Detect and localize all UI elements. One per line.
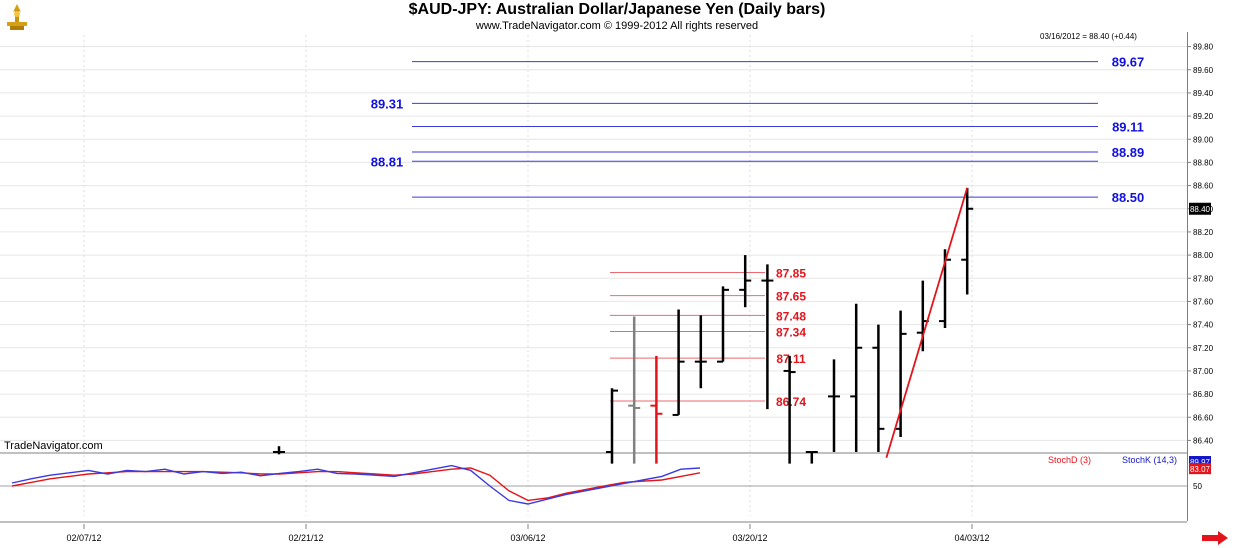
date-tick-label: 03/20/12 [732, 533, 767, 543]
fib-level-red-label: 87.48 [776, 309, 806, 323]
price-tick-label: 86.40 [1193, 436, 1214, 445]
scroll-right-arrow-icon[interactable] [1200, 530, 1230, 546]
stoch-k-value-tag [1189, 456, 1211, 468]
plot-frame [0, 32, 1188, 521]
price-tick-label: 87.00 [1193, 367, 1214, 376]
price-tick-label: 86.60 [1193, 413, 1214, 422]
price-tick-label: 89.00 [1193, 135, 1214, 144]
price-tick-label: 87.20 [1193, 344, 1214, 353]
fib-level-blue-label: 89.11 [1112, 120, 1144, 135]
trend-line [885, 187, 969, 459]
watermark: TradeNavigator.com [4, 440, 103, 452]
osc-tick-label: 50 [1193, 482, 1202, 491]
fib-level-blue-label: 88.89 [1112, 145, 1145, 160]
price-tick-label: 89.20 [1193, 112, 1214, 121]
price-tick-label: 88.60 [1193, 182, 1214, 191]
fib-level-blue-label: 89.31 [371, 96, 404, 111]
date-tick-label: 03/06/12 [510, 533, 545, 543]
current-price-label: 88.40 [1190, 205, 1211, 214]
stoch-d-value-label: 83.07 [1190, 465, 1211, 474]
current-price-tag [1189, 202, 1211, 215]
legend-stoch-k: StochK (14,3) [1122, 455, 1178, 465]
date-tick-label: 02/21/12 [288, 533, 323, 543]
fib-level-blue-label: 88.81 [371, 154, 404, 169]
price-tick-label: 87.60 [1193, 297, 1214, 306]
price-tick-label: 87.80 [1193, 274, 1214, 283]
price-tick-label: 88.00 [1193, 251, 1214, 260]
price-tick-label: 89.80 [1193, 43, 1214, 52]
price-tick-label: 89.60 [1193, 66, 1214, 75]
date-tick-label: 02/07/12 [66, 533, 101, 543]
fib-level-red-label: 86.74 [776, 395, 806, 409]
last-value-label: 03/16/2012 = 88.40 (+0.44) [1040, 32, 1137, 41]
trade-navigator-logo-icon [7, 4, 27, 30]
legend-stoch-d: StochD (3) [1048, 455, 1092, 465]
fib-level-red-label: 87.34 [776, 326, 806, 340]
stoch-d-value-tag [1189, 463, 1211, 475]
fib-level-red-label: 87.11 [776, 352, 806, 366]
price-tick-label: 88.80 [1193, 158, 1214, 167]
stoch-d-line [11, 467, 701, 502]
price-tick-label: 86.80 [1193, 390, 1214, 399]
fib-level-blue-label: 89.67 [1112, 55, 1145, 70]
stoch-k-value-label: 89.97 [1190, 458, 1211, 467]
stoch-k-line [11, 464, 701, 505]
chart-subtitle: www.TradeNavigator.com © 1999-2012 All r… [475, 20, 759, 32]
fib-level-red-label: 87.85 [776, 266, 806, 280]
price-tick-label: 88.20 [1193, 228, 1214, 237]
fib-level-blue-label: 88.50 [1112, 190, 1145, 205]
price-tick-label: 89.40 [1193, 89, 1214, 98]
date-tick-label: 04/03/12 [954, 533, 989, 543]
price-tick-label: 87.40 [1193, 321, 1214, 330]
fib-level-red-label: 87.65 [776, 290, 806, 304]
chart-title: $AUD-JPY: Australian Dollar/Japanese Yen… [408, 1, 826, 18]
